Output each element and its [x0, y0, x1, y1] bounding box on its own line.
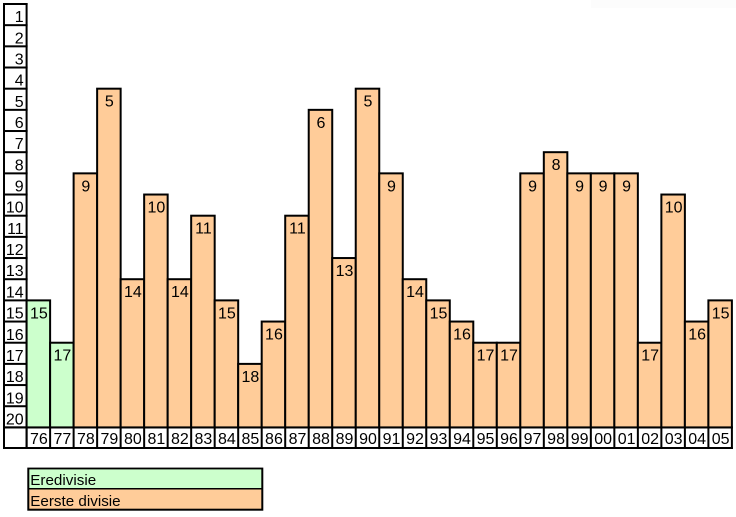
svg-text:8: 8	[15, 157, 24, 174]
svg-text:20: 20	[6, 411, 24, 428]
svg-text:3: 3	[15, 52, 24, 69]
svg-text:9: 9	[575, 178, 584, 195]
svg-text:85: 85	[242, 431, 260, 448]
svg-text:90: 90	[359, 431, 377, 448]
svg-text:9: 9	[528, 178, 537, 195]
svg-text:18: 18	[242, 369, 260, 386]
svg-text:14: 14	[6, 284, 24, 301]
svg-text:78: 78	[77, 431, 95, 448]
svg-text:96: 96	[500, 431, 518, 448]
svg-text:14: 14	[406, 284, 424, 301]
svg-text:10: 10	[665, 200, 683, 217]
svg-text:16: 16	[453, 327, 471, 344]
svg-text:7: 7	[15, 136, 24, 153]
svg-text:98: 98	[547, 431, 565, 448]
svg-text:5: 5	[105, 94, 114, 111]
svg-text:11: 11	[289, 221, 306, 238]
svg-text:82: 82	[171, 431, 189, 448]
svg-text:5: 5	[15, 94, 24, 111]
svg-text:9: 9	[622, 178, 631, 195]
svg-text:83: 83	[195, 431, 213, 448]
svg-text:15: 15	[430, 305, 448, 322]
svg-text:05: 05	[712, 431, 730, 448]
svg-text:16: 16	[6, 327, 24, 344]
svg-text:14: 14	[171, 284, 189, 301]
svg-text:15: 15	[712, 305, 730, 322]
svg-text:86: 86	[265, 431, 283, 448]
svg-text:01: 01	[618, 431, 636, 448]
svg-text:10: 10	[148, 200, 166, 217]
svg-text:91: 91	[383, 431, 401, 448]
svg-text:12: 12	[6, 242, 24, 259]
svg-text:6: 6	[317, 115, 326, 132]
svg-text:95: 95	[477, 431, 495, 448]
svg-text:9: 9	[599, 178, 608, 195]
svg-text:15: 15	[30, 305, 48, 322]
svg-text:15: 15	[218, 305, 236, 322]
svg-text:17: 17	[477, 348, 495, 365]
svg-text:10: 10	[6, 200, 24, 217]
svg-text:Eerste divisie: Eerste divisie	[30, 493, 120, 510]
svg-text:87: 87	[289, 431, 307, 448]
svg-text:04: 04	[688, 431, 706, 448]
svg-text:97: 97	[524, 431, 542, 448]
svg-text:13: 13	[336, 263, 354, 280]
svg-text:99: 99	[571, 431, 589, 448]
svg-text:88: 88	[312, 431, 330, 448]
svg-text:8: 8	[552, 157, 561, 174]
svg-text:02: 02	[641, 431, 659, 448]
svg-text:76: 76	[30, 431, 48, 448]
svg-text:14: 14	[124, 284, 142, 301]
svg-text:89: 89	[336, 431, 354, 448]
svg-text:81: 81	[148, 431, 166, 448]
svg-text:94: 94	[453, 431, 471, 448]
svg-text:15: 15	[6, 306, 24, 323]
svg-text:17: 17	[53, 348, 71, 365]
svg-text:11: 11	[7, 221, 24, 238]
svg-text:9: 9	[81, 178, 90, 195]
svg-text:79: 79	[100, 431, 118, 448]
svg-text:18: 18	[6, 369, 24, 386]
svg-text:9: 9	[387, 178, 396, 195]
svg-text:93: 93	[430, 431, 448, 448]
svg-text:84: 84	[218, 431, 236, 448]
svg-text:16: 16	[265, 327, 283, 344]
svg-text:17: 17	[6, 348, 24, 365]
svg-text:6: 6	[15, 115, 24, 132]
svg-text:17: 17	[641, 348, 659, 365]
svg-text:1: 1	[15, 9, 24, 26]
svg-text:9: 9	[15, 179, 24, 196]
svg-text:80: 80	[124, 431, 142, 448]
svg-text:03: 03	[665, 431, 683, 448]
svg-text:92: 92	[406, 431, 424, 448]
svg-text:00: 00	[594, 431, 612, 448]
svg-text:77: 77	[53, 431, 71, 448]
svg-text:11: 11	[195, 221, 212, 238]
svg-text:17: 17	[500, 348, 518, 365]
svg-text:5: 5	[364, 94, 373, 111]
svg-text:Eredivisie: Eredivisie	[30, 472, 96, 489]
svg-text:13: 13	[6, 263, 24, 280]
svg-text:2: 2	[15, 30, 24, 47]
svg-text:16: 16	[688, 327, 706, 344]
svg-text:19: 19	[6, 390, 24, 407]
svg-text:4: 4	[15, 73, 24, 90]
